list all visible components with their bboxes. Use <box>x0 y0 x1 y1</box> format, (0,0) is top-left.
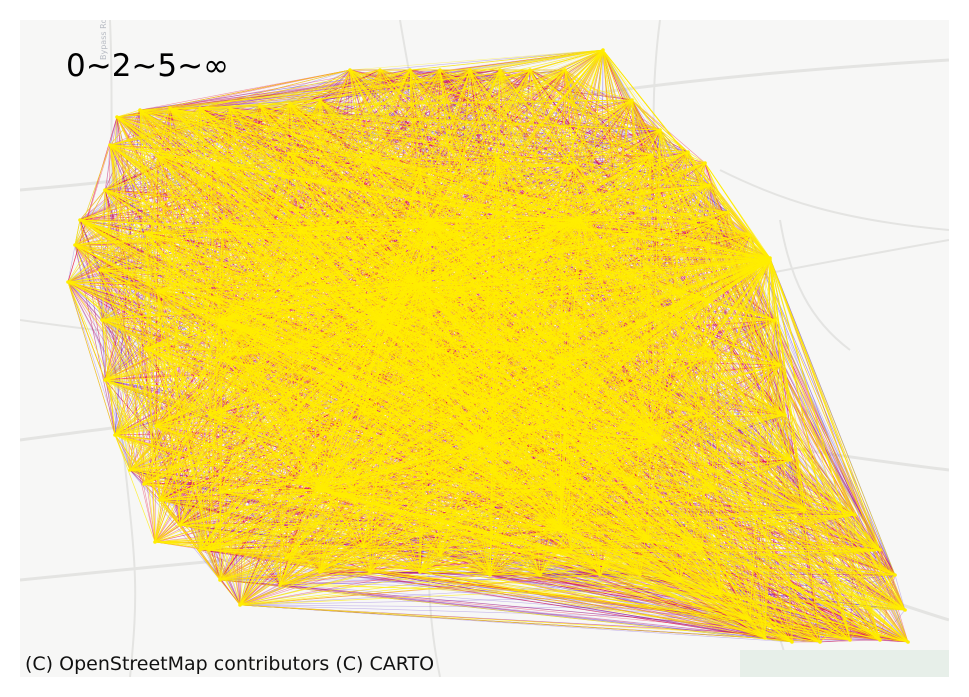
flow-edge-high <box>279 584 766 639</box>
flow-edge-high <box>749 234 821 643</box>
flow-edge-mid <box>156 107 171 292</box>
flow-edges-low <box>67 49 909 643</box>
flow-edge-mid <box>819 639 851 643</box>
flow-edge-mid <box>139 69 351 111</box>
flow-edge-mid <box>409 69 661 131</box>
flow-edge-high <box>379 49 604 71</box>
flow-edge-high <box>319 571 491 576</box>
flow-edge-mid <box>379 69 711 186</box>
flow-edge-high <box>104 105 261 381</box>
flow-edge-high <box>239 579 681 606</box>
flow-edge-high <box>279 584 821 643</box>
flow-edge-mid <box>496 157 751 236</box>
basemap-road-label: Bypass Rd <box>99 20 108 60</box>
flow-edge-high <box>709 184 906 611</box>
flow-edge-mid <box>659 439 806 511</box>
flow-edge-high <box>219 579 751 621</box>
flow-edge-mid <box>199 549 793 643</box>
flow-edge-high <box>369 571 793 643</box>
flow-edge-high <box>819 639 851 643</box>
flow-edge-high <box>894 574 906 611</box>
flow-edge-mid <box>199 549 281 586</box>
flow-edge-high <box>409 69 661 131</box>
flow-edge-high <box>199 549 793 643</box>
flow-edge-high <box>369 571 766 639</box>
flow-edge-high <box>289 103 711 186</box>
flow-edge-high <box>379 69 711 186</box>
flow-edge-high <box>67 281 131 471</box>
flow-edge-mid <box>104 105 261 381</box>
flow-edge-high <box>239 584 281 606</box>
flow-edge-high <box>319 571 821 643</box>
flow-edge-high <box>289 103 711 186</box>
flow-edge-high <box>129 469 221 581</box>
flow-edge-high <box>319 69 351 101</box>
basemap-park <box>740 650 949 677</box>
flow-edge-high <box>67 281 103 321</box>
flow-edge-mid <box>67 144 111 283</box>
flow-edge-high <box>819 639 851 643</box>
flow-edge-high <box>101 319 241 606</box>
flow-edge-high <box>109 116 118 146</box>
flow-edge-high <box>289 103 711 186</box>
flow-edge-high <box>79 211 729 221</box>
flow-edge-mid <box>114 434 145 485</box>
flow-edge-mid <box>279 574 491 586</box>
flow-edge-high <box>169 69 441 109</box>
flow-edge-high <box>369 571 793 643</box>
flow-edge-high <box>369 571 766 639</box>
flow-edge-high <box>879 609 906 641</box>
flow-edge-high <box>319 69 351 101</box>
flow-edge-high <box>289 103 711 186</box>
flow-edge-high <box>101 319 281 586</box>
flow-edge-high <box>279 584 766 639</box>
flow-edge-high <box>109 116 118 146</box>
flow-edge-mid <box>154 541 766 639</box>
basemap-road <box>779 219 851 351</box>
flow-edge-high <box>104 379 131 471</box>
flow-edge-mid <box>539 574 881 641</box>
flow-edge-mid <box>364 295 881 641</box>
flow-edge-high <box>319 571 751 621</box>
flow-edge-high <box>99 144 111 271</box>
map-svg: Bypass Rd <box>20 20 949 677</box>
flow-edge-mid <box>879 549 909 643</box>
flow-edge-high <box>749 234 856 516</box>
flow-edge-high <box>219 579 721 596</box>
flow-edge-high <box>659 129 896 576</box>
flow-edge-mid <box>709 184 906 611</box>
flow-edge-high <box>101 319 106 381</box>
flow-edge-mid <box>79 219 211 416</box>
basemap-road <box>719 169 949 231</box>
map-canvas[interactable]: Bypass Rd 0~2~5~∞ (C) OpenStreetMap cont… <box>20 20 949 677</box>
flow-edge-mid <box>199 69 411 109</box>
